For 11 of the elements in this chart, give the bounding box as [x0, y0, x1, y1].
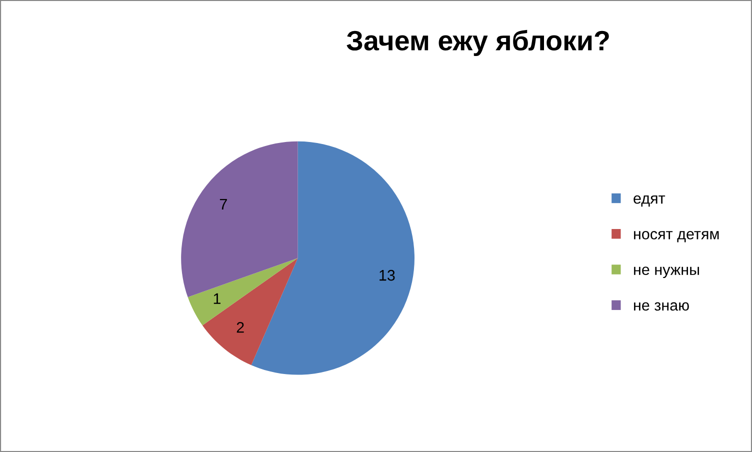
data-label: 13 — [380, 270, 395, 281]
legend-label: не знаю — [634, 302, 689, 311]
pie-slice — [202, 258, 298, 366]
legend-label: едят — [634, 195, 666, 207]
chart-title: Зачем ежу яблоки? — [346, 30, 609, 56]
pie-slice — [251, 141, 414, 375]
data-label: 2 — [236, 322, 244, 333]
legend-label: носят детям — [634, 231, 719, 242]
data-label: 1 — [214, 293, 220, 304]
data-label: 7 — [220, 199, 227, 210]
legend-label: не нужны — [634, 266, 699, 278]
